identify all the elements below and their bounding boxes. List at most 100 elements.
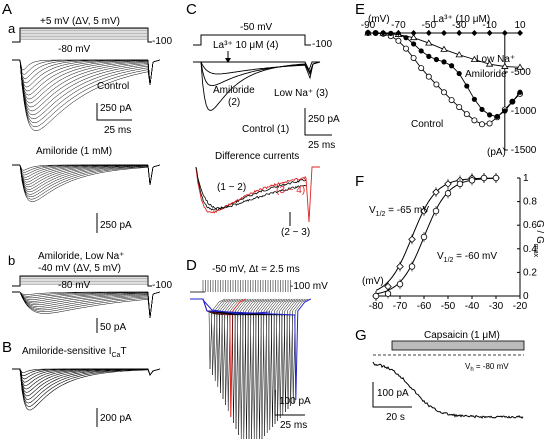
panel-g: G Capsaicin (1 μM) Vh = -80 mV 100 pA 20… [355, 327, 525, 423]
f-control-point [396, 281, 404, 288]
panel-e: E (mV) La³⁺ (10 μM) -90 -70 -50 -30 -10 10 -50… [355, 1, 537, 158]
c-la-arrowhead [225, 58, 231, 63]
e-lowna-point [470, 55, 479, 62]
low-na-trace [12, 291, 161, 319]
d-tail-trace [190, 298, 293, 422]
e-x-tick-label: -90 [361, 20, 376, 31]
e-control-point [395, 37, 402, 44]
f-y-tick-label: 0.8 [523, 197, 537, 208]
e-x-tick-label: -50 [422, 20, 437, 31]
f-control-point [456, 180, 464, 188]
e-amiloride-point [411, 41, 417, 47]
panel-d: D -50 mV, Δt = 2.5 ms -100 mV 100 pA 25 … [186, 257, 328, 439]
ab-scale-y: 50 pA [100, 322, 126, 333]
e-amiloride-point [426, 53, 432, 60]
voltage-protocol-a [12, 27, 152, 43]
protocol-steps [20, 28, 148, 40]
g-scale-y: 100 pA [377, 388, 409, 399]
e-la-point [441, 30, 447, 36]
control-trace [12, 59, 161, 96]
amiloride-trace [12, 164, 161, 193]
f-vhalf-amiloride: V1/2 = -65 mV [369, 205, 429, 218]
amiloride-sensitive-trace [12, 368, 161, 404]
c-diff-23: (2 − 3) [281, 227, 310, 238]
scale-x-label: 25 ms [104, 125, 131, 136]
c-amiloride-label: Amiloride [213, 85, 255, 96]
e-lowna-point [485, 60, 494, 67]
c-scale-bar [304, 108, 332, 136]
amiloride-trace [12, 164, 161, 190]
protocol-step-label: +5 mV (ΔV, 5 mV) [40, 16, 120, 27]
e-lowna-label: Low Na⁺ [476, 54, 515, 65]
diff-trace-2-3 [195, 166, 307, 210]
e-control-point [478, 121, 485, 128]
diff-trace-3-4 [195, 166, 320, 223]
f-control-point [492, 174, 500, 182]
c-amiloride-num: (2) [228, 97, 240, 108]
c-scale-x: 25 ms [308, 140, 335, 151]
f-amiloride-point [420, 207, 428, 215]
f-control-point [444, 190, 452, 197]
f-x-tick-label: -80 [369, 301, 384, 312]
e-la-point [486, 30, 493, 36]
e-amiloride-point [509, 99, 515, 105]
e-x-tick-label: -70 [391, 20, 406, 31]
g-current-trace [372, 361, 524, 419]
e-control-point [471, 117, 478, 124]
control-trace [12, 59, 161, 124]
e-control-point [456, 104, 463, 111]
low-na-trace [12, 291, 161, 319]
ab-end-label: -100 [152, 280, 172, 291]
c-difference-traces [195, 166, 320, 223]
f-y-tick-label: 0.2 [523, 267, 537, 278]
e-control-point [486, 120, 493, 127]
protocol-steps-ab [20, 276, 148, 285]
low-na-trace [12, 291, 161, 319]
e-lowna-point [409, 33, 418, 41]
panel-letter-f: F [355, 173, 364, 190]
f-x-tick-label: -70 [393, 301, 408, 312]
panel-letter-b: B [2, 339, 12, 356]
e-x-tick-label: 10 [514, 20, 526, 31]
d-end-label: -100 mV [290, 281, 328, 292]
g-scale-x: 20 s [386, 412, 405, 423]
e-control-label: Control [411, 119, 443, 130]
low-na-trace [12, 291, 161, 319]
d-tail-trace [190, 298, 304, 410]
f-ylabel: G / Gmax [532, 220, 544, 258]
c-lowna-label: Low Na⁺ (3) [274, 88, 328, 99]
g-vh-label: Vh = -80 mV [465, 362, 509, 373]
amiloride-label: Amiloride (1 mM) [36, 146, 112, 157]
f-control-point [432, 207, 440, 215]
f-activation-chart: -80 -70 -60 -50 -40 -30 -200 0.2 0.4 0.6 0.8 1 [369, 173, 537, 312]
d-tail-trace [190, 298, 288, 428]
e-la-point [501, 30, 508, 36]
e-y-unit: (pA) [487, 147, 506, 158]
e-la-point [380, 30, 387, 36]
b-scale-y: 200 pA [100, 413, 132, 424]
c-diff-12: (1 − 2) [217, 182, 246, 193]
control-trace [12, 59, 161, 104]
amiloride-sensitive-traces [12, 368, 161, 411]
scale-y-label-amiloride: 250 pA [100, 220, 132, 231]
amiloride-sensitive-trace [12, 368, 161, 407]
panel-a: A a +5 mV (ΔV, 5 mV) -80 mV -100 Control… [2, 1, 172, 233]
e-amiloride-point [456, 70, 462, 77]
amiloride-trace [12, 164, 161, 200]
c-scale-y: 250 pA [308, 114, 340, 125]
e-control-point [402, 45, 409, 52]
e-la-point [517, 30, 523, 36]
e-lowna-point [516, 63, 524, 70]
e-control-point [433, 81, 440, 88]
e-lowna-point [455, 51, 463, 58]
c-diff-title: Difference currents [215, 151, 299, 162]
e-la-point [471, 30, 478, 36]
e-la-point [395, 30, 402, 36]
scale-bar-a-control [96, 103, 132, 121]
f-amiloride-point [396, 262, 404, 271]
control-trace [12, 59, 161, 131]
low-na-trace [12, 291, 161, 319]
control-traces [12, 59, 161, 131]
low-na-trace [12, 291, 161, 319]
